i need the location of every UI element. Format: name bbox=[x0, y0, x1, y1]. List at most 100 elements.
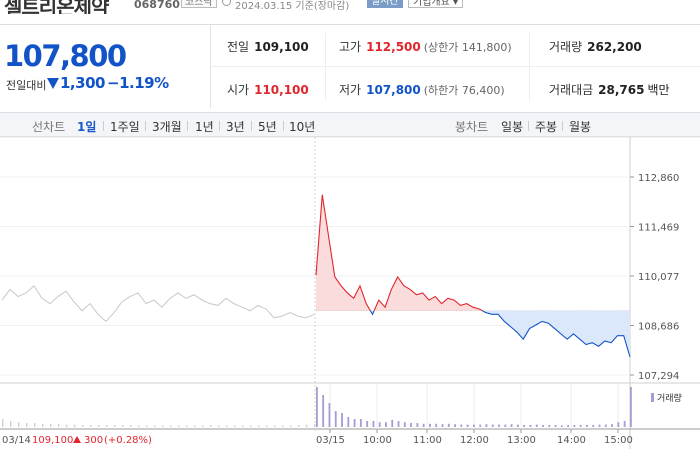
stat-prev-close: 전일 109,100 bbox=[227, 38, 309, 55]
x-tick-label: 03/15 bbox=[316, 435, 345, 446]
up-area bbox=[374, 276, 483, 311]
corp-info-label: 기업개요 bbox=[413, 0, 450, 8]
prev-volume-bar bbox=[258, 425, 260, 427]
toolbar-separator bbox=[145, 121, 146, 131]
volume-bar bbox=[510, 424, 513, 427]
range-1w[interactable]: 1주일 bbox=[110, 120, 140, 134]
volume-legend-label: 거래량 bbox=[657, 392, 682, 404]
current-price: 107,800 bbox=[4, 39, 127, 73]
volume-bar bbox=[341, 413, 343, 427]
volume-bar bbox=[579, 425, 582, 427]
prev-volume-bar bbox=[50, 423, 52, 427]
prev-volume-bar bbox=[218, 425, 220, 427]
volume-bar bbox=[391, 419, 394, 427]
prev-volume-bar bbox=[42, 423, 44, 427]
volume-bar bbox=[429, 423, 431, 427]
prev-volume-bar bbox=[274, 425, 276, 427]
prev-volume-bar bbox=[162, 425, 164, 427]
volume-bar bbox=[460, 424, 463, 427]
prev-day-line bbox=[1, 285, 315, 323]
toolbar-separator bbox=[103, 121, 104, 131]
candle-chart-label[interactable]: 봉차트 bbox=[455, 120, 489, 134]
stat-value: 107,800 bbox=[366, 83, 421, 97]
prev-volume-bar bbox=[114, 425, 116, 427]
stat-label: 시가 bbox=[227, 83, 250, 97]
range-10y[interactable]: 10년 bbox=[289, 120, 316, 134]
volume-bar bbox=[592, 425, 595, 427]
volume-bar bbox=[630, 387, 632, 427]
candle-monthly[interactable]: 월봉 bbox=[569, 120, 592, 134]
range-1d[interactable]: 1일 bbox=[77, 120, 97, 134]
volume-bar bbox=[385, 422, 387, 427]
change-label: 전일대비 bbox=[6, 79, 47, 92]
stat-label: 거래량 bbox=[549, 40, 583, 54]
x-tick-label: 15:00 bbox=[604, 435, 633, 446]
volume-bar bbox=[611, 424, 613, 427]
stat-label: 고가 bbox=[339, 40, 362, 54]
change-rate: −1.19% bbox=[107, 74, 169, 92]
stat-value: 109,100 bbox=[254, 40, 309, 54]
volume-bar bbox=[322, 395, 325, 427]
toolbar-separator bbox=[562, 121, 563, 131]
stat-label: 전일 bbox=[227, 40, 250, 54]
stat-volume: 거래량 262,200 bbox=[549, 38, 642, 55]
prev-volume-bar bbox=[18, 422, 20, 427]
prev-volume-bar bbox=[282, 425, 284, 427]
candle-weekly[interactable]: 주봉 bbox=[535, 120, 558, 134]
prev-volume-bar bbox=[10, 421, 12, 427]
volume-bar bbox=[516, 424, 519, 427]
prev-volume-bar bbox=[106, 425, 108, 427]
corp-info-dropdown[interactable]: 기업개요 ▾ bbox=[408, 0, 464, 8]
stat-low: 저가 107,800 (하한가 76,400) bbox=[339, 81, 505, 98]
x-tick-label: 14:00 bbox=[557, 435, 586, 446]
up-price-line bbox=[315, 194, 371, 312]
line-chart-label[interactable]: 선차트 bbox=[32, 120, 66, 134]
down-price-line bbox=[482, 310, 631, 358]
volume-legend-swatch bbox=[651, 393, 654, 402]
realtime-button[interactable]: 실시간 bbox=[367, 0, 403, 8]
prev-volume-bar bbox=[314, 423, 316, 427]
range-3y[interactable]: 3년 bbox=[226, 120, 245, 134]
company-name[interactable]: 셀트리온제약 bbox=[4, 0, 109, 14]
volume-bar bbox=[473, 424, 475, 427]
prev-volume-bar bbox=[26, 423, 28, 427]
range-5y[interactable]: 5년 bbox=[258, 120, 277, 134]
range-1y[interactable]: 1년 bbox=[195, 120, 214, 134]
prev-volume-bar bbox=[34, 423, 36, 427]
price-chart[interactable]: 112,860 111,469 110,077 108,686 107,294 03/15… bbox=[0, 137, 700, 450]
down-triangle-icon bbox=[47, 78, 59, 89]
prev-volume-bar bbox=[250, 425, 252, 427]
volume-bar bbox=[586, 425, 588, 427]
toolbar-separator bbox=[219, 121, 220, 131]
stat-sub: (하한가 76,400) bbox=[423, 84, 505, 97]
volume-bar bbox=[529, 425, 532, 427]
stat-amount: 거래대금 28,765 백만 bbox=[549, 81, 670, 98]
volume-bar bbox=[334, 411, 337, 427]
range-3m[interactable]: 3개월 bbox=[152, 120, 182, 134]
volume-bar bbox=[623, 421, 626, 427]
basis-date: 2024.03.15 기준(장마감) bbox=[235, 1, 350, 12]
volume-bar bbox=[554, 425, 557, 427]
prev-volume-bar bbox=[170, 425, 172, 427]
prev-volume-bar bbox=[122, 425, 124, 427]
volume-bar bbox=[523, 425, 526, 427]
up-area bbox=[316, 194, 371, 311]
stat-value: 262,200 bbox=[587, 40, 642, 54]
up-triangle-icon bbox=[73, 436, 81, 443]
volume-bar bbox=[410, 423, 412, 427]
volume-bar bbox=[359, 419, 362, 427]
x-tick-label: 10:00 bbox=[363, 435, 392, 446]
volume-bar bbox=[573, 425, 576, 427]
prev-volume-bar bbox=[290, 425, 292, 427]
volume-bar bbox=[504, 424, 507, 427]
volume-bar bbox=[535, 424, 538, 427]
stat-value: 110,100 bbox=[254, 83, 309, 97]
stock-header: 셀트리온제약 068760 코스닥 2024.03.15 기준(장마감) 실시간… bbox=[0, 0, 700, 14]
candle-daily[interactable]: 일봉 bbox=[501, 120, 524, 134]
volume-bar bbox=[366, 421, 369, 427]
volume-bar bbox=[454, 424, 456, 427]
volume-bar bbox=[435, 423, 438, 427]
toolbar-separator bbox=[528, 121, 529, 131]
y-tick-label: 111,469 bbox=[638, 223, 679, 234]
toolbar-separator bbox=[187, 121, 188, 131]
